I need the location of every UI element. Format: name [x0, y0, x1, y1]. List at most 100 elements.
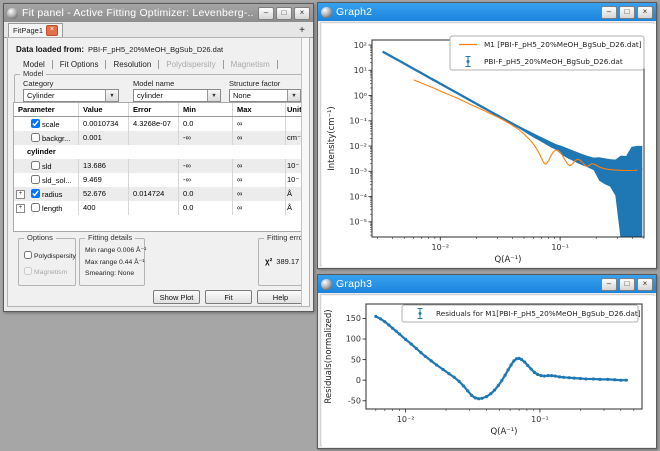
svg-text:10⁻²: 10⁻²: [349, 142, 367, 151]
help-button[interactable]: Help: [257, 290, 304, 304]
param-value[interactable]: 52.676: [79, 187, 129, 201]
param-value[interactable]: 0.001: [79, 131, 129, 145]
param-value[interactable]: 13.686: [79, 159, 129, 173]
fitpage-tab-label: FitPage1: [13, 26, 44, 35]
show-plot-button[interactable]: Show Plot: [153, 290, 200, 304]
maximize-button[interactable]: □: [276, 6, 292, 20]
fitpage-nav-tabs: Model Fit Options Resolution Polydispers…: [16, 58, 278, 70]
model-name-value: cylinder: [137, 91, 163, 100]
add-tab-button[interactable]: +: [299, 25, 305, 36]
param-max[interactable]: ∞: [233, 187, 286, 201]
param-min[interactable]: -∞: [179, 131, 233, 145]
fitpage-tabstrip: FitPage1 × +: [4, 22, 313, 38]
svg-text:10⁻¹: 10⁻¹: [531, 415, 549, 424]
graph3-titlebar[interactable]: Graph3 – □ ×: [318, 275, 656, 293]
maximize-button[interactable]: □: [619, 5, 635, 19]
chevron-down-icon[interactable]: ▼: [287, 90, 300, 101]
svg-text:-50: -50: [348, 396, 361, 405]
param-max[interactable]: ∞: [233, 201, 286, 215]
param-min[interactable]: 0.0: [179, 201, 233, 215]
close-tab-icon[interactable]: ×: [46, 25, 59, 36]
fitpage-content: Data loaded from: PBI-F_pH5_20%MeOH_BgSub…: [7, 37, 310, 307]
tab-resolution[interactable]: Resolution: [106, 59, 160, 69]
category-select[interactable]: Cylinder ▼: [23, 89, 119, 102]
min-range-units: Å⁻¹: [136, 247, 147, 254]
param-min[interactable]: -∞: [179, 159, 233, 173]
svg-text:10⁻²: 10⁻²: [431, 243, 449, 252]
data-loaded-filename: PBI-F_pH5_20%MeOH_BgSub_D26.dat: [88, 45, 224, 54]
param-value[interactable]: 0.0010734: [79, 117, 129, 131]
tab-fit-options[interactable]: Fit Options: [53, 59, 107, 69]
param-min[interactable]: -∞: [179, 173, 233, 187]
group-label: cylinder: [27, 147, 56, 156]
page-scrollbar[interactable]: [301, 38, 309, 306]
sld-checkbox[interactable]: [31, 161, 40, 170]
scale-checkbox[interactable]: [31, 119, 40, 128]
tab-model[interactable]: Model: [16, 59, 53, 69]
col-value: Value: [79, 103, 129, 116]
close-button[interactable]: ×: [294, 6, 310, 20]
tab-fitpage1[interactable]: FitPage1 ×: [8, 23, 64, 37]
magnetism-option: Magnetism: [24, 267, 67, 276]
expand-icon[interactable]: +: [16, 190, 25, 199]
param-max[interactable]: ∞: [233, 159, 286, 173]
sld-solvent-checkbox[interactable]: [31, 175, 40, 184]
model-name-select[interactable]: cylinder ▼: [133, 89, 221, 102]
app-icon: [321, 6, 332, 18]
expand-icon[interactable]: +: [16, 204, 25, 213]
graph3-plot[interactable]: 10⁻² 10⁻¹ -50 0 50 100 150 Q(A⁻¹) Residuals(norm…: [322, 296, 656, 447]
polydispersity-checkbox[interactable]: [24, 251, 32, 259]
param-name: sld: [42, 162, 52, 171]
radius-checkbox[interactable]: [31, 189, 40, 198]
options-groupbox: Options Polydispersity Magnetism: [18, 233, 76, 286]
param-units: [286, 117, 301, 131]
polydispersity-option[interactable]: Polydispersity: [24, 251, 76, 260]
param-value[interactable]: 400: [79, 201, 129, 215]
tab-polydispersity: Polydispersity: [159, 59, 224, 69]
chevron-down-icon[interactable]: ▼: [207, 90, 220, 101]
svg-text:10²: 10²: [354, 41, 367, 50]
table-group-row-cylinder: cylinder: [14, 145, 301, 159]
svg-text:10⁻²: 10⁻²: [397, 415, 415, 424]
svg-text:M1 [PBI-F_pH5_20%MeOH_BgSub_D2: M1 [PBI-F_pH5_20%MeOH_BgSub_D26.dat]: [484, 40, 642, 49]
close-button[interactable]: ×: [637, 5, 653, 19]
svg-text:10⁻¹: 10⁻¹: [551, 243, 569, 252]
param-max[interactable]: ∞: [233, 117, 286, 131]
minimize-button[interactable]: –: [601, 277, 617, 291]
maximize-button[interactable]: □: [619, 277, 635, 291]
col-max: Max: [233, 103, 286, 116]
length-checkbox[interactable]: [31, 203, 40, 212]
graph2-plot[interactable]: 10⁻² 10⁻¹ 10² 10¹ 10⁰ 10⁻¹ 10⁻² 10⁻³ 10⁻⁴ 10⁻⁵ Q(A…: [322, 24, 656, 267]
minimize-button[interactable]: –: [258, 6, 274, 20]
param-max[interactable]: ∞: [233, 173, 286, 187]
svg-text:150: 150: [346, 314, 361, 323]
param-min[interactable]: 0.0: [179, 187, 233, 201]
param-min[interactable]: 0.0: [179, 117, 233, 131]
fit-button[interactable]: Fit: [205, 290, 252, 304]
close-button[interactable]: ×: [637, 277, 653, 291]
svg-text:Residuals for M1[PBI-F_pH5_20%: Residuals for M1[PBI-F_pH5_20%MeOH_BgSub…: [436, 309, 641, 318]
svg-text:10⁻⁵: 10⁻⁵: [349, 218, 367, 227]
table-row-sld: sld 13.686 -∞ ∞ 10⁻: [14, 159, 301, 173]
fit-panel-title: Fit panel - Active Fitting Optimizer: Le…: [22, 7, 254, 19]
param-max[interactable]: ∞: [233, 131, 286, 145]
graph2-titlebar[interactable]: Graph2 – □ ×: [318, 3, 656, 21]
chi-squared-symbol: χ²: [265, 257, 273, 266]
minimize-button[interactable]: –: [601, 5, 617, 19]
structure-factor-select[interactable]: None ▼: [229, 89, 301, 102]
fitting-details-groupbox: Fitting details Min range 0.006 Å⁻¹ Max …: [79, 233, 147, 286]
chevron-down-icon[interactable]: ▼: [105, 90, 118, 101]
background-checkbox[interactable]: [31, 133, 40, 142]
data-loaded-label: Data loaded from:: [16, 45, 85, 54]
table-row-radius: + radius 52.676 0.014724 0.0 ∞ Å: [14, 187, 301, 201]
table-row-sld-solvent: sld_sol... 9.469 -∞ ∞ 10⁻: [14, 173, 301, 187]
col-error: Error: [129, 103, 179, 116]
min-range-label: Min range: [85, 247, 116, 254]
svg-text:Q(A⁻¹): Q(A⁻¹): [490, 427, 517, 437]
svg-text:Intensity(cm⁻¹): Intensity(cm⁻¹): [327, 106, 337, 170]
fit-panel-titlebar[interactable]: Fit panel - Active Fitting Optimizer: Le…: [4, 4, 313, 22]
param-value[interactable]: 9.469: [79, 173, 129, 187]
svg-text:10¹: 10¹: [354, 66, 367, 75]
param-error: 4.3268e-07: [129, 117, 179, 131]
